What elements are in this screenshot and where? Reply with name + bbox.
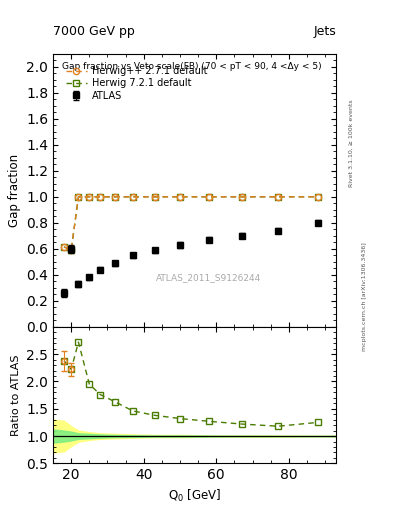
Text: Gap fraction vs Veto scale(FB) (70 < pT < 90, 4 <Δy < 5): Gap fraction vs Veto scale(FB) (70 < pT … [62, 62, 321, 71]
Herwig 7.2.1 default [130, 194, 135, 200]
Herwig++ 2.7.1 default [130, 194, 135, 200]
Herwig 7.2.1 default [69, 247, 73, 253]
Herwig++ 2.7.1 default [178, 194, 182, 200]
Herwig++ 2.7.1 default [98, 194, 103, 200]
Herwig 7.2.1 default [207, 194, 211, 200]
Y-axis label: Gap fraction: Gap fraction [7, 154, 20, 227]
Legend: Herwig++ 2.7.1 default, Herwig 7.2.1 default, ATLAS: Herwig++ 2.7.1 default, Herwig 7.2.1 def… [64, 64, 209, 103]
X-axis label: Q$_0$ [GeV]: Q$_0$ [GeV] [168, 488, 221, 504]
Herwig 7.2.1 default [62, 244, 66, 250]
Herwig++ 2.7.1 default [316, 194, 320, 200]
Herwig 7.2.1 default [275, 194, 280, 200]
Text: 7000 GeV pp: 7000 GeV pp [53, 26, 135, 38]
Herwig++ 2.7.1 default [239, 194, 244, 200]
Herwig++ 2.7.1 default [76, 194, 81, 200]
Y-axis label: Ratio to ATLAS: Ratio to ATLAS [11, 354, 21, 436]
Herwig 7.2.1 default [178, 194, 182, 200]
Herwig 7.2.1 default [98, 194, 103, 200]
Herwig++ 2.7.1 default [207, 194, 211, 200]
Herwig++ 2.7.1 default [62, 244, 66, 250]
Herwig++ 2.7.1 default [69, 247, 73, 253]
Herwig 7.2.1 default [112, 194, 117, 200]
Herwig++ 2.7.1 default [87, 194, 92, 200]
Herwig 7.2.1 default [87, 194, 92, 200]
Herwig 7.2.1 default [76, 194, 81, 200]
Herwig 7.2.1 default [239, 194, 244, 200]
Herwig 7.2.1 default [152, 194, 157, 200]
Herwig++ 2.7.1 default [152, 194, 157, 200]
Herwig++ 2.7.1 default [112, 194, 117, 200]
Line: Herwig 7.2.1 default: Herwig 7.2.1 default [61, 194, 321, 253]
Text: mcplots.cern.ch [arXiv:1306.3436]: mcplots.cern.ch [arXiv:1306.3436] [362, 243, 367, 351]
Text: ATLAS_2011_S9126244: ATLAS_2011_S9126244 [156, 273, 261, 282]
Herwig++ 2.7.1 default [275, 194, 280, 200]
Herwig 7.2.1 default [316, 194, 320, 200]
Line: Herwig++ 2.7.1 default: Herwig++ 2.7.1 default [61, 194, 321, 253]
Text: Jets: Jets [313, 26, 336, 38]
Text: Rivet 3.1.10, ≥ 100k events: Rivet 3.1.10, ≥ 100k events [349, 99, 354, 187]
